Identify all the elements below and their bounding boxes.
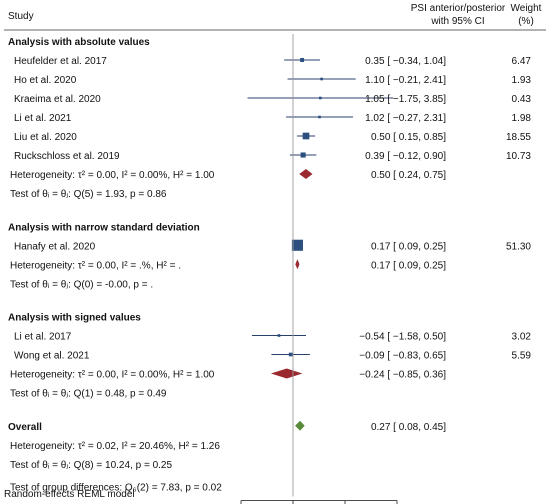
study-weight: 51.30 (506, 241, 531, 252)
subgroup-diamond (270, 368, 303, 379)
study-weight: 0.43 (512, 94, 532, 105)
study-weight: 1.93 (512, 75, 532, 86)
study-ci-text: −0.09 [ −0.83, 0.65] (359, 351, 446, 362)
study-label: Li et al. 2017 (14, 332, 72, 343)
study-marker (302, 132, 310, 140)
study-label: Ho et al. 2020 (14, 75, 77, 86)
study-ci-text: 0.35 [ −0.34, 1.04] (365, 56, 446, 67)
subgroup-heterogeneity: Heterogeneity: τ² = 0.00, I² = 0.00%, H²… (10, 170, 215, 181)
study-weight: 6.47 (512, 56, 532, 67)
study-label: Li et al. 2021 (14, 113, 72, 124)
subgroup-test: Test of θᵢ = θⱼ: Q(1) = 0.48, p = 0.49 (10, 389, 167, 400)
overall-diamond (295, 420, 305, 431)
study-label: Heufelder et al. 2017 (14, 56, 107, 67)
subgroup-ci-text: −0.24 [ −0.85, 0.36] (359, 370, 446, 381)
study-weight: 1.98 (512, 113, 532, 124)
overall-title: Overall (8, 422, 42, 433)
study-label: Hanafy et al. 2020 (14, 241, 96, 252)
study-weight: 18.55 (506, 132, 531, 143)
study-weight: 5.59 (512, 351, 532, 362)
study-marker (318, 115, 321, 119)
footer-note: Random-effects REML model (4, 489, 135, 500)
study-weight: 10.73 (506, 151, 531, 162)
study-label: Ruckschloss et al. 2019 (14, 151, 120, 162)
study-label: Liu et al. 2020 (14, 132, 77, 143)
overall-heterogeneity: Heterogeneity: τ² = 0.02, I² = 20.46%, H… (10, 441, 220, 452)
study-ci-text: 0.17 [ 0.09, 0.25] (371, 241, 446, 252)
x-axis: -2024 (240, 34, 398, 504)
header-effect-line2: with 95% CI (430, 16, 484, 27)
study-ci-text: −0.54 [ −1.58, 0.50] (359, 332, 446, 343)
forest-rows: Analysis with absolute values Heufelder e… (8, 37, 531, 494)
study-marker (277, 334, 281, 337)
study-ci-text: 0.39 [ −0.12, 0.90] (365, 151, 446, 162)
header-weight-line2: (%) (518, 16, 534, 27)
subgroup-test: Test of θᵢ = θⱼ: Q(0) = -0.00, p = . (10, 279, 153, 290)
subgroup-diamond (299, 169, 313, 179)
subgroup-diamond (295, 259, 300, 270)
study-weight: 3.02 (512, 332, 532, 343)
study-marker (300, 152, 306, 158)
overall-test: Test of θᵢ = θⱼ: Q(8) = 10.24, p = 0.25 (10, 460, 172, 471)
group-title: Analysis with narrow standard deviation (8, 222, 200, 233)
study-marker (291, 239, 303, 251)
subgroup-ci-text: 0.50 [ 0.24, 0.75] (371, 170, 446, 181)
study-ci-text: 1.02 [ −0.27, 2.31] (365, 113, 446, 124)
header-study: Study (8, 11, 34, 22)
study-marker (320, 77, 323, 81)
header-weight-line1: Weight (511, 3, 542, 14)
subgroup-ci-text: 0.17 [ 0.09, 0.25] (371, 260, 446, 271)
header-effect-line1: PSI anterior/posterior (411, 3, 506, 14)
study-marker (300, 58, 305, 62)
study-ci-text: 1.05 [ −1.75, 3.85] (365, 94, 446, 105)
subgroup-heterogeneity: Heterogeneity: τ² = 0.00, I² = 0.00%, H²… (10, 370, 215, 381)
study-label: Wong et al. 2021 (14, 351, 90, 362)
study-ci-text: 1.10 [ −0.21, 2.41] (365, 75, 446, 86)
study-marker (319, 96, 322, 100)
subgroup-test: Test of θᵢ = θⱼ: Q(5) = 1.93, p = 0.86 (10, 189, 167, 200)
subgroup-heterogeneity: Heterogeneity: τ² = 0.00, I² = .%, H² = … (10, 260, 181, 271)
group-title: Analysis with signed values (8, 313, 141, 324)
study-label: Kraeima et al. 2020 (14, 94, 101, 105)
group-difference-test: Test of group differences: Q₆(2) = 7.83,… (10, 483, 222, 494)
group-title: Analysis with absolute values (8, 37, 150, 48)
study-marker (288, 352, 293, 357)
overall-ci-text: 0.27 [ 0.08, 0.45] (371, 422, 446, 433)
study-ci-text: 0.50 [ 0.15, 0.85] (371, 132, 446, 143)
